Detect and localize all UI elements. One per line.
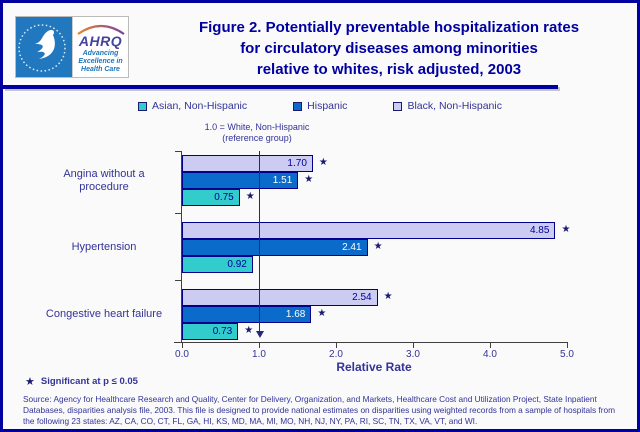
ahrq-tagline: Advancing Excellence in Health Care <box>78 50 122 74</box>
bar: 0.75 <box>182 189 240 206</box>
ahrq-tagline-line: Advancing <box>82 49 119 57</box>
ahrq-arc-icon <box>76 24 125 35</box>
legend-marker <box>393 101 403 111</box>
figure-title-line: Figure 2. Potentially preventable hospit… <box>198 19 580 36</box>
x-axis-tick <box>336 342 337 348</box>
legend-marker <box>293 101 303 111</box>
figure-title-line: for circulatory diseases among minoritie… <box>240 40 538 57</box>
significance-footnote-text: Significant at p ≤ 0.05 <box>40 376 138 387</box>
x-axis-tick-label: 3.0 <box>406 349 420 360</box>
x-axis-extension <box>174 342 182 343</box>
agency-logos: AHRQ Advancing Excellence in Health Care <box>15 16 129 78</box>
bar: 4.85 <box>182 222 556 239</box>
x-axis-tick-label: 0.0 <box>175 349 189 360</box>
significance-star: ★ <box>244 325 254 336</box>
y-axis-tick <box>175 151 182 152</box>
legend-item: Hispanic <box>293 100 347 112</box>
reference-line <box>259 151 260 331</box>
legend-marker <box>138 101 148 111</box>
significance-star: ★ <box>561 224 571 235</box>
bar-chart-plot: Angina without a procedure 1.70 ★ 1.51 ★ 0.75… <box>46 151 574 360</box>
bar: 1.51 <box>182 172 299 189</box>
title-divider <box>3 85 558 89</box>
y-axis-tick <box>175 213 182 214</box>
figure-title-line: relative to whites, risk adjusted, 2003 <box>256 61 522 78</box>
source-text: Source: Agency for Healthcare Research a… <box>23 394 615 426</box>
ahrq-tagline-line: Excellence in <box>78 57 123 65</box>
bar: 0.92 <box>182 256 253 273</box>
significance-star: ★ <box>304 174 314 185</box>
bar: 2.54 <box>182 289 378 306</box>
ahrq-tagline-line: Health Care <box>81 65 120 73</box>
significance-footnote: ★ Significant at p ≤ 0.05 <box>25 375 138 388</box>
reference-note-line: 1.0 = White, Non-Hispanic <box>204 122 310 132</box>
legend-label: Hispanic <box>307 100 348 112</box>
significance-star: ★ <box>318 157 328 168</box>
x-axis-tick-label: 1.0 <box>252 349 266 360</box>
x-axis-tick <box>413 342 414 348</box>
x-axis-tick-label: 5.0 <box>560 349 574 360</box>
significance-star: ★ <box>245 191 255 202</box>
category-label: Hypertension <box>71 241 137 253</box>
ahrq-logo: AHRQ Advancing Excellence in Health Care <box>72 17 128 77</box>
legend-item: Asian, Non-Hispanic <box>138 100 247 112</box>
bar: 2.41 <box>182 239 368 256</box>
reference-note: 1.0 = White, Non-Hispanic (reference gro… <box>181 122 333 144</box>
significance-star: ★ <box>383 291 393 302</box>
significance-star-icon: ★ <box>25 376 35 388</box>
bar: 0.73 <box>182 323 239 340</box>
figure-title: Figure 2. Potentially preventable hospit… <box>143 17 635 80</box>
hhs-logo <box>16 17 72 77</box>
bar: 1.70 <box>182 155 313 172</box>
x-axis-tick-label: 4.0 <box>483 349 497 360</box>
ahrq-logo-text: AHRQ <box>78 32 123 49</box>
hhs-eagle-icon <box>18 24 66 72</box>
category-label: Congestive heart failure <box>45 308 163 320</box>
x-axis-title: Relative Rate <box>336 360 412 374</box>
y-axis-tick <box>175 280 182 281</box>
bar: 1.68 <box>182 306 312 323</box>
chart-legend: Asian, Non-Hispanic Hispanic Black, Non-Hi… <box>3 100 637 112</box>
legend-label: Black, Non-Hispanic <box>407 100 502 112</box>
x-axis-tick <box>182 342 183 348</box>
x-axis-tick <box>259 342 260 348</box>
legend-label: Asian, Non-Hispanic <box>152 100 248 112</box>
x-axis-tick <box>567 342 568 348</box>
category-label: Angina without a procedure <box>63 167 145 193</box>
legend-item: Black, Non-Hispanic <box>393 100 502 112</box>
reference-line-arrow-icon <box>255 331 264 338</box>
reference-note-line: (reference group) <box>222 133 292 143</box>
significance-star: ★ <box>373 241 383 252</box>
significance-star: ★ <box>317 308 327 319</box>
x-axis-tick-label: 2.0 <box>329 349 343 360</box>
x-axis-tick <box>490 342 491 348</box>
